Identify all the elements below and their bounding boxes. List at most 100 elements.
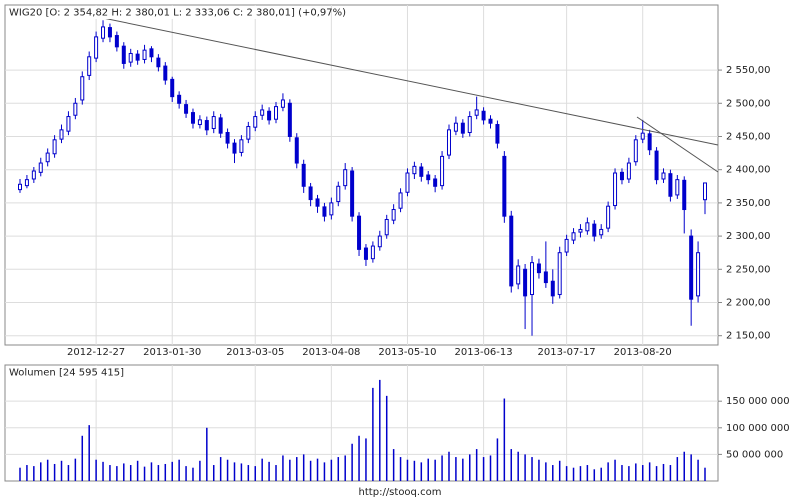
candle-body: [433, 178, 438, 187]
y-tick-label: 2 300,00: [726, 231, 771, 242]
candle-body: [66, 116, 71, 132]
volume-bar: [690, 454, 692, 481]
y-tick-label: 2 150,00: [726, 331, 771, 342]
candle-body: [370, 245, 375, 260]
volume-bar: [614, 459, 616, 481]
volume-bar: [212, 465, 215, 481]
candle-body: [426, 174, 431, 181]
volume-bar: [683, 451, 685, 481]
volume-bar: [226, 459, 229, 481]
volume-bar: [455, 457, 457, 481]
volume-bar: [102, 461, 104, 481]
candle-body: [689, 235, 694, 300]
volume-bar: [19, 467, 21, 481]
y-tick-label: 2 500,00: [726, 98, 771, 109]
volume-bar: [641, 465, 644, 481]
candle-body: [592, 223, 597, 237]
volume-bar: [635, 463, 637, 481]
volume-bar: [296, 457, 298, 481]
candle-body: [446, 129, 451, 156]
volume-bar: [475, 449, 478, 481]
candle-body: [80, 76, 85, 101]
candle-body: [550, 280, 555, 297]
candle-body: [412, 165, 417, 175]
volume-bar: [676, 457, 679, 481]
candle-body: [474, 109, 479, 116]
volume-bar: [46, 459, 49, 481]
volume-bar: [254, 466, 257, 481]
y-tick-label: 100 000 000: [726, 423, 790, 434]
volume-bar: [379, 379, 381, 481]
candle-body: [557, 252, 562, 296]
candle-body: [530, 262, 535, 296]
x-tick-label: 2012-12-27: [67, 347, 125, 358]
candle-body: [654, 150, 659, 181]
y-tick-label: 2 250,00: [726, 264, 771, 275]
candle-body: [343, 169, 348, 187]
candle-body: [128, 52, 133, 63]
candle-body: [599, 228, 604, 236]
x-tick-label: 2013-05-10: [378, 347, 436, 358]
candle-body: [440, 155, 445, 187]
volume-bar: [74, 458, 77, 481]
volume-bar: [81, 435, 84, 481]
volume-bar: [552, 465, 554, 481]
candle-body: [481, 110, 486, 121]
volume-bar: [150, 462, 153, 481]
volume-bar: [95, 459, 97, 481]
candle-body: [460, 122, 465, 134]
x-tick-label: 2013-01-30: [143, 347, 201, 358]
volume-bar: [337, 457, 340, 481]
volume-bar: [268, 461, 270, 481]
candle-body: [398, 192, 403, 209]
volume-bar: [309, 460, 312, 481]
volume-bar: [538, 459, 540, 481]
candle-body: [24, 179, 29, 187]
volume-bar: [482, 457, 485, 481]
candle-body: [322, 206, 327, 217]
volume-bar: [420, 462, 423, 481]
volume-bar: [662, 463, 665, 481]
volume-bar: [427, 458, 429, 481]
candle-body: [357, 215, 362, 250]
candle-body: [142, 49, 147, 60]
candle-body: [197, 119, 202, 126]
y-tick-label: 50 000 000: [726, 449, 783, 460]
x-tick-label: 2013-03-05: [226, 347, 284, 358]
candle-body: [294, 137, 299, 164]
candle-body: [571, 232, 576, 241]
candle-body: [163, 65, 168, 81]
volume-bar: [67, 465, 70, 481]
candle-body: [287, 102, 292, 137]
candle-body: [315, 198, 320, 207]
volume-bar: [524, 454, 526, 481]
candle-body: [253, 116, 258, 128]
candle-body: [232, 142, 237, 154]
candle-body: [578, 228, 583, 233]
volume-bar: [40, 462, 42, 481]
volume-bar: [178, 459, 180, 481]
chart-title: WIG20 [O: 2 354,82 H: 2 380,01 L: 2 333,…: [9, 8, 346, 19]
candle-body: [177, 94, 182, 104]
y-tick-label: 150 000 000: [726, 396, 790, 407]
volume-bar: [143, 466, 146, 481]
candle-body: [696, 252, 701, 297]
volume-bar: [53, 463, 56, 481]
marks: [18, 20, 707, 481]
x-tick-label: 2013-07-17: [538, 347, 596, 358]
y-tick-label: 2 550,00: [726, 65, 771, 76]
candle-body: [516, 265, 521, 285]
volume-bar: [406, 459, 409, 481]
candle-body: [619, 171, 624, 181]
trend-line: [636, 116, 719, 173]
volume-bar: [489, 455, 492, 481]
volume-bar: [116, 466, 118, 481]
footer: http://stooq.com: [359, 487, 442, 498]
candle-body: [301, 163, 306, 187]
volume-bar: [697, 459, 699, 481]
candle-body: [267, 110, 272, 121]
volume-bar: [503, 398, 506, 481]
candle-body: [52, 139, 57, 155]
candle-body: [564, 238, 569, 253]
candle-body: [135, 53, 140, 61]
